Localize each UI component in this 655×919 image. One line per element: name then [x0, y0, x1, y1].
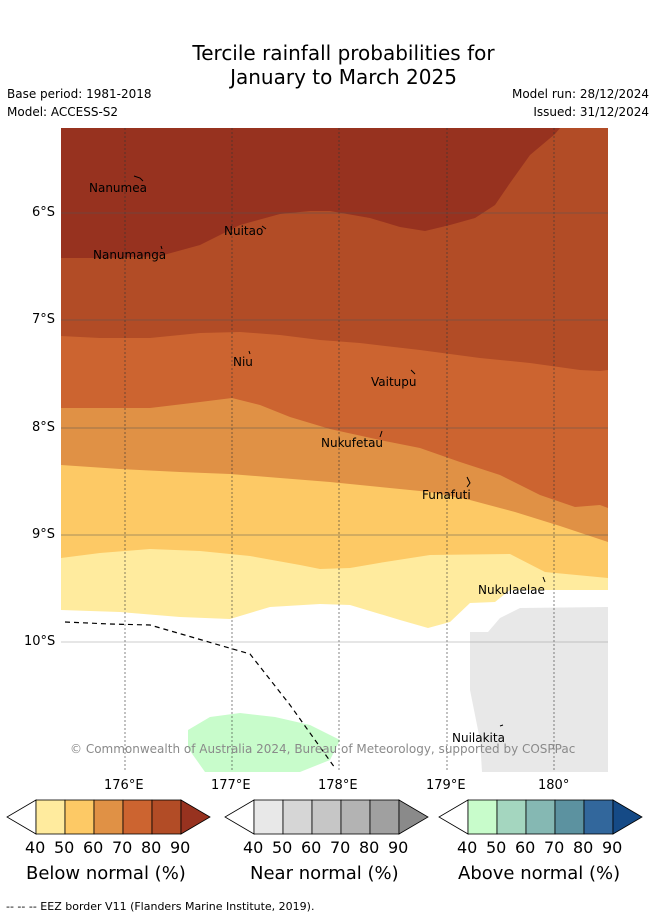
- place-label: Niu: [233, 355, 253, 369]
- near-normal-region: [470, 607, 608, 772]
- colorbar-tick: 60: [301, 838, 322, 857]
- near-normal-colorbar: [224, 799, 429, 835]
- colorbar-tick: 90: [602, 838, 623, 857]
- place-label: Nukufetau: [321, 436, 384, 450]
- place-label: Funafuti: [422, 488, 471, 502]
- colorbar-tick: 80: [359, 838, 380, 857]
- place-label: Nanumanga: [93, 248, 167, 262]
- place-label: Vaitupu: [371, 375, 417, 389]
- below-normal-label: Below normal (%): [26, 863, 186, 884]
- title-line-1: Tercile rainfall probabilities for: [192, 41, 495, 65]
- lat-tick-label: 6°S: [32, 205, 56, 220]
- colorbar-tick: 40: [457, 838, 478, 857]
- colorbar-tick: 50: [272, 838, 293, 857]
- place-label: Nuilakita: [452, 731, 505, 745]
- colorbar-tick: 60: [83, 838, 104, 857]
- colorbar-tick: 80: [141, 838, 162, 857]
- colorbar-tick: 60: [515, 838, 536, 857]
- above-normal-label: Above normal (%): [458, 863, 621, 884]
- place-label: Nuitao: [224, 224, 264, 238]
- near-normal-label: Near normal (%): [250, 863, 399, 884]
- lon-tick-label: 176°E: [104, 778, 144, 793]
- colorbar-tick: 50: [54, 838, 75, 857]
- below-90-region: [61, 128, 560, 258]
- title-line-2: January to March 2025: [230, 65, 457, 89]
- lon-tick-label: 178°E: [318, 778, 358, 793]
- place-label: Nukulaelae: [478, 583, 545, 597]
- copyright-notice: © Commonwealth of Australia 2024, Bureau…: [70, 742, 576, 756]
- colorbar-tick: 40: [243, 838, 264, 857]
- lat-tick-label: 7°S: [32, 312, 56, 327]
- below-normal-colorbar: [6, 799, 211, 835]
- place-label: Nanumea: [89, 181, 147, 195]
- colorbar-tick: 40: [25, 838, 46, 857]
- above-normal-region: [188, 713, 340, 772]
- island-marks: [133, 175, 546, 727]
- above-normal-colorbar: [438, 799, 643, 835]
- eez-border: [64, 621, 336, 769]
- colorbar-tick: 50: [486, 838, 507, 857]
- lat-tick-label: 9°S: [32, 527, 56, 542]
- lat-tick-label: 10°S: [24, 634, 56, 649]
- colorbar-tick: 70: [112, 838, 133, 857]
- base-period: Base period: 1981-2018: [7, 87, 152, 101]
- graticule: [61, 128, 608, 772]
- colorbar-tick: 70: [330, 838, 351, 857]
- colorbar-tick: 80: [573, 838, 594, 857]
- lat-tick-label: 8°S: [32, 420, 56, 435]
- model-run: Model run: 28/12/2024: [511, 87, 649, 101]
- lon-tick-label: 177°E: [211, 778, 251, 793]
- colorbar-tick: 90: [388, 838, 409, 857]
- lon-tick-label: 180°: [538, 778, 570, 793]
- issued-date: Issued: 31/12/2024: [533, 105, 649, 119]
- lon-tick-label: 179°E: [426, 778, 466, 793]
- colorbar-tick: 90: [170, 838, 191, 857]
- model-name: Model: ACCESS-S2: [7, 105, 119, 119]
- eez-border-legend: -- -- -- EEZ border V11 (Flanders Marine…: [6, 900, 315, 913]
- colorbar-tick: 70: [544, 838, 565, 857]
